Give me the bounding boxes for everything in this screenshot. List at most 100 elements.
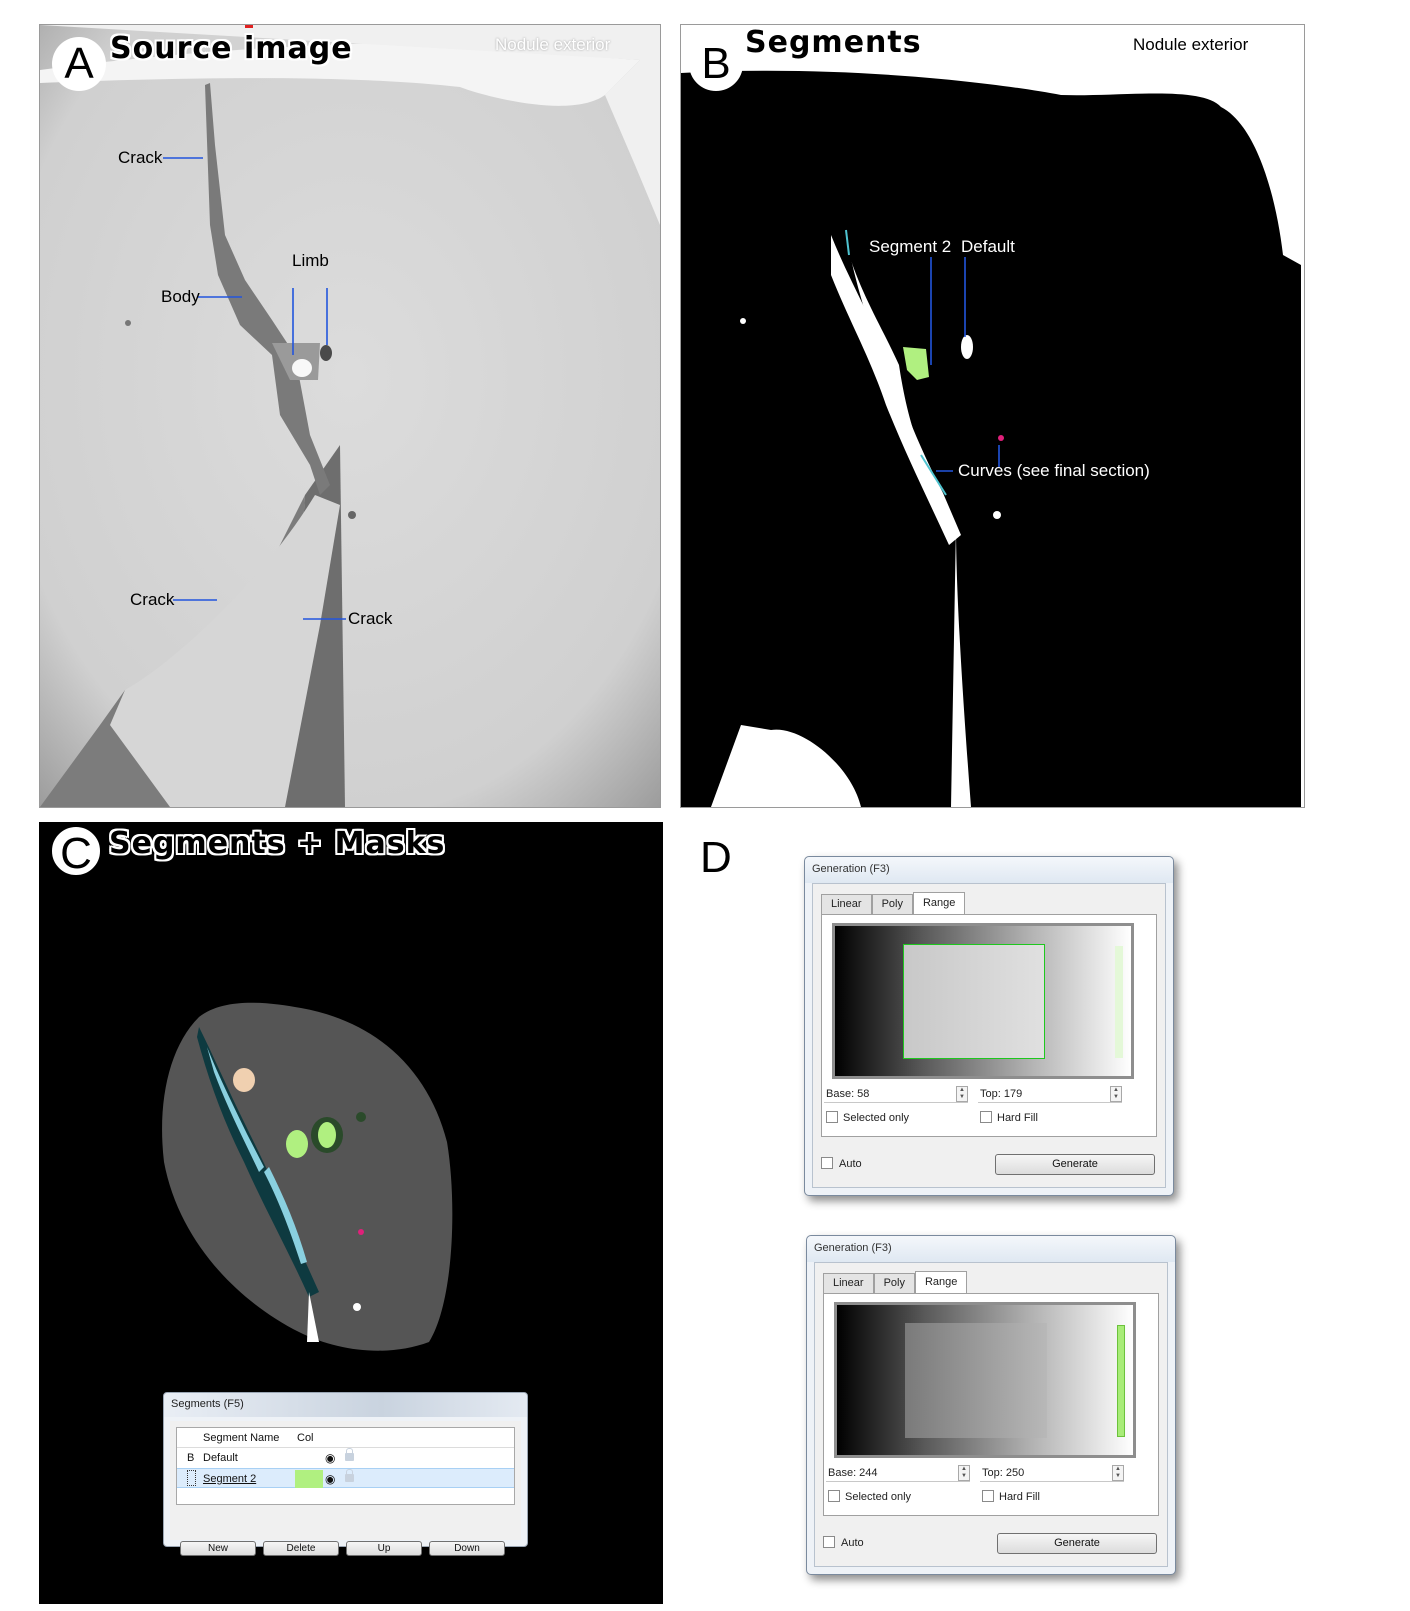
panel-letter-badge: B bbox=[689, 37, 743, 91]
generate-button[interactable]: Generate bbox=[997, 1533, 1157, 1554]
lock-icon[interactable] bbox=[345, 1448, 354, 1461]
dialog-title: Generation (F3) bbox=[805, 857, 1173, 883]
tab-content: Base: 58 ▲ ▼ Top: 179 ▲ ▼ Selected only Ha… bbox=[821, 914, 1157, 1137]
color-swatch[interactable] bbox=[295, 1470, 323, 1488]
default-segment-region bbox=[961, 335, 973, 359]
selected-only-checkbox[interactable]: Selected only bbox=[828, 1490, 911, 1504]
default-label: Default bbox=[961, 237, 1015, 256]
segments-canvas bbox=[681, 25, 1304, 807]
tab-poly[interactable]: Poly bbox=[871, 894, 913, 914]
panel-letter-badge: C bbox=[49, 824, 103, 878]
base-stepper[interactable]: Base: 58 ▲ ▼ bbox=[824, 1085, 968, 1103]
range-preview[interactable] bbox=[834, 1302, 1136, 1458]
tab-range[interactable]: Range bbox=[914, 1271, 968, 1293]
tab-range[interactable]: Range bbox=[912, 892, 966, 914]
masks-canvas bbox=[162, 1002, 453, 1351]
panel-letter: D bbox=[700, 833, 732, 882]
spin-arrows-icon[interactable]: ▲ ▼ bbox=[958, 1465, 970, 1481]
new-button[interactable]: New bbox=[180, 1541, 256, 1556]
annotation-lines bbox=[163, 157, 346, 620]
tab-bar: Linear Poly Range bbox=[821, 892, 966, 914]
crack-highlight bbox=[264, 1167, 307, 1264]
segments-table: Segment Name Col B Default ◉ Segment 2 ◉ bbox=[176, 1427, 515, 1505]
peach-segment bbox=[233, 1068, 255, 1092]
table-row[interactable]: Segment 2 ◉ bbox=[177, 1468, 514, 1488]
column-header-color: Col bbox=[297, 1432, 314, 1444]
generate-button[interactable]: Generate bbox=[995, 1154, 1155, 1175]
curve-point bbox=[998, 435, 1004, 441]
auto-checkbox[interactable]: Auto bbox=[823, 1536, 864, 1550]
segment-name: Default bbox=[203, 1452, 238, 1464]
generation-dialog[interactable]: Generation (F3) Linear Poly Range Base: … bbox=[806, 1235, 1176, 1575]
speck bbox=[740, 318, 746, 324]
selected-only-label: Selected only bbox=[843, 1112, 910, 1124]
black-segment-region bbox=[681, 70, 1301, 807]
panel-title: Segments + Masks bbox=[109, 826, 446, 861]
eye-icon[interactable]: ◉ bbox=[325, 1472, 336, 1486]
tab-linear[interactable]: Linear bbox=[823, 1273, 874, 1293]
body-label: Body bbox=[161, 287, 200, 306]
panel-c-segments-masks: C Segments + Masks Segments (F5) Segment… bbox=[39, 822, 663, 1604]
spin-arrows-icon[interactable]: ▲ ▼ bbox=[1112, 1465, 1124, 1481]
top-value: Top: 250 bbox=[982, 1467, 1025, 1479]
crack-curve bbox=[920, 454, 947, 496]
speck bbox=[993, 511, 1001, 519]
eye-icon[interactable]: ◉ bbox=[325, 1451, 336, 1465]
column-header-name: Segment Name bbox=[203, 1432, 280, 1444]
table-row[interactable]: B Default ◉ bbox=[177, 1448, 514, 1468]
nodule-interior bbox=[40, 25, 660, 807]
row-marker: B bbox=[187, 1452, 195, 1464]
crack-highlight bbox=[207, 1047, 264, 1172]
tab-poly[interactable]: Poly bbox=[873, 1273, 915, 1293]
segments-dialog[interactable]: Segments (F5) Segment Name Col B Default… bbox=[163, 1392, 528, 1556]
crack-label: Crack bbox=[118, 148, 163, 167]
auto-label: Auto bbox=[839, 1158, 862, 1170]
panel-title: Segments bbox=[745, 25, 922, 60]
base-stepper[interactable]: Base: 244 ▲ ▼ bbox=[826, 1464, 970, 1482]
base-value: Base: 58 bbox=[826, 1088, 870, 1100]
range-preview[interactable] bbox=[832, 923, 1134, 1079]
auto-label: Auto bbox=[841, 1537, 864, 1549]
range-selection-box bbox=[905, 1323, 1047, 1438]
crack-label: Crack bbox=[130, 590, 175, 609]
generation-dialog[interactable]: Generation (F3) Linear Poly Range Base: … bbox=[804, 856, 1174, 1196]
hard-fill-label: Hard Fill bbox=[997, 1112, 1038, 1124]
upper-crack-channel bbox=[205, 83, 330, 495]
crack-label: Crack bbox=[348, 609, 393, 628]
panel-title: Source image bbox=[110, 31, 353, 66]
crack-fragment bbox=[110, 495, 340, 807]
nodule-exterior-area bbox=[40, 43, 640, 106]
table-header: Segment Name Col bbox=[177, 1428, 514, 1448]
spin-arrows-icon[interactable]: ▲ ▼ bbox=[956, 1086, 968, 1102]
tab-content: Base: 244 ▲ ▼ Top: 250 ▲ ▼ Selected only H… bbox=[823, 1293, 1159, 1516]
hard-fill-checkbox[interactable]: Hard Fill bbox=[980, 1111, 1038, 1125]
range-selection-box bbox=[903, 944, 1045, 1059]
speck bbox=[353, 1303, 361, 1311]
hard-fill-checkbox[interactable]: Hard Fill bbox=[982, 1490, 1040, 1504]
top-value: Top: 179 bbox=[980, 1088, 1023, 1100]
auto-checkbox[interactable]: Auto bbox=[821, 1157, 862, 1171]
segment-2-region bbox=[286, 1130, 308, 1158]
panel-a-source-image: A Source image Nodule exterior Crack Lim… bbox=[39, 24, 661, 808]
curve-point bbox=[358, 1229, 364, 1235]
tab-linear[interactable]: Linear bbox=[821, 894, 872, 914]
nodule-exterior-corner bbox=[40, 25, 660, 225]
panel-b-segments: B Segments Nodule exterior Segment 2 Def… bbox=[680, 24, 1305, 808]
dialog-title: Generation (F3) bbox=[807, 1236, 1175, 1262]
down-button[interactable]: Down bbox=[429, 1541, 505, 1556]
limb-bright-spot bbox=[292, 359, 312, 377]
segment-2-label: Segment 2 bbox=[869, 237, 952, 256]
segment-2-region bbox=[318, 1122, 336, 1148]
lock-icon[interactable] bbox=[345, 1469, 354, 1482]
crack-curve bbox=[845, 229, 850, 256]
top-stepper[interactable]: Top: 250 ▲ ▼ bbox=[980, 1464, 1124, 1482]
limb-dark-spot bbox=[320, 345, 332, 361]
delete-button[interactable]: Delete bbox=[263, 1541, 339, 1556]
up-button[interactable]: Up bbox=[346, 1541, 422, 1556]
panel-letter-badge: A bbox=[52, 37, 106, 91]
top-stepper[interactable]: Top: 179 ▲ ▼ bbox=[978, 1085, 1122, 1103]
spin-arrows-icon[interactable]: ▲ ▼ bbox=[1110, 1086, 1122, 1102]
marker-red bbox=[245, 25, 253, 28]
selected-only-checkbox[interactable]: Selected only bbox=[826, 1111, 909, 1125]
tab-bar: Linear Poly Range bbox=[823, 1271, 968, 1293]
